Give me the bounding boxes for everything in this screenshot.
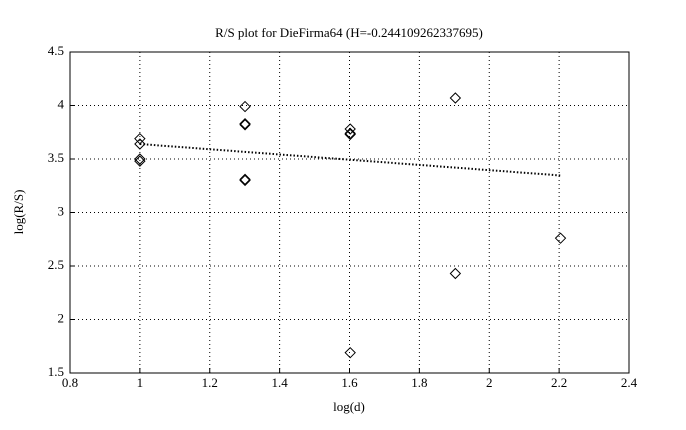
x-tick-label: 2.4 — [621, 375, 638, 390]
x-tick-label: 1.2 — [202, 375, 218, 390]
data-point — [344, 127, 356, 140]
x-tick-label: 0.8 — [62, 375, 78, 390]
data-point — [134, 155, 146, 167]
y-tick-label: 2.5 — [48, 257, 64, 272]
x-tick-label: 2 — [486, 375, 493, 390]
x-axis-label: log(d) — [333, 399, 365, 414]
plot-frame — [69, 51, 630, 374]
y-tick-label: 3.5 — [48, 150, 64, 165]
y-tick-label: 4 — [58, 96, 65, 111]
data-point — [554, 232, 567, 244]
data-point — [344, 346, 356, 359]
data-point — [239, 119, 251, 131]
x-tick-label: 2.2 — [551, 375, 567, 390]
y-tick-label: 1.5 — [48, 364, 64, 379]
data-point — [239, 100, 251, 113]
y-tick-label: 4.5 — [48, 43, 64, 58]
data-point — [344, 128, 356, 141]
data-point — [134, 132, 146, 145]
x-tick-label: 1.6 — [341, 375, 358, 390]
data-point — [134, 138, 146, 150]
x-tick-label: 1.4 — [272, 375, 289, 390]
data-point — [449, 267, 462, 280]
data-point — [344, 123, 356, 135]
data-point — [449, 92, 462, 104]
data-point — [239, 174, 251, 187]
data-point — [239, 117, 251, 130]
y-tick-label: 3 — [58, 203, 65, 218]
data-point — [134, 153, 146, 165]
data-point — [239, 173, 251, 186]
x-tick-label: 1.8 — [411, 375, 427, 390]
fit-line — [139, 143, 561, 177]
y-axis-label: log(R/S) — [11, 190, 26, 235]
x-tick-label: 1 — [137, 375, 144, 390]
chart-title: R/S plot for DieFirma64 (H=-0.2441092623… — [215, 25, 483, 40]
y-tick-label: 2 — [58, 310, 65, 325]
